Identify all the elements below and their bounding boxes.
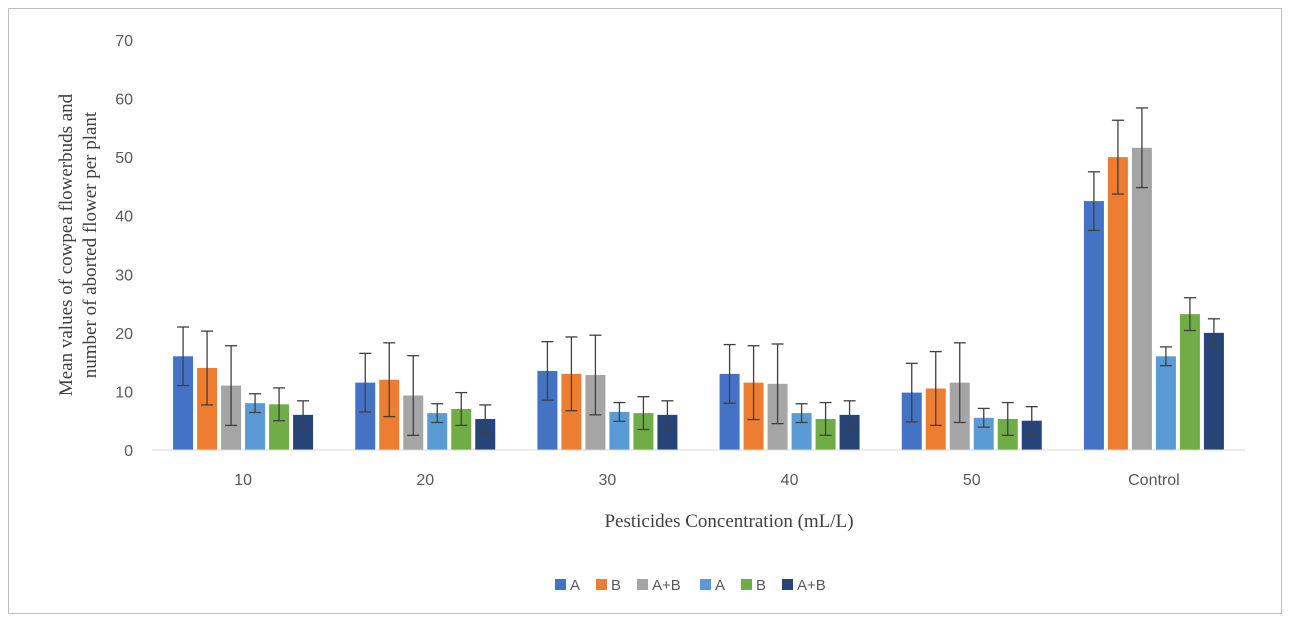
x-tick-label: 20 xyxy=(416,472,434,489)
error-bar xyxy=(383,342,396,418)
error-bar xyxy=(589,334,602,416)
error-bar xyxy=(1159,346,1172,367)
y-tick-label: 10 xyxy=(115,384,133,401)
bar xyxy=(839,414,860,450)
legend-swatch xyxy=(637,579,648,590)
error-bar xyxy=(1001,401,1014,437)
x-tick-label: 30 xyxy=(599,472,617,489)
bar xyxy=(1203,332,1224,450)
error-bar xyxy=(359,352,372,413)
error-bar xyxy=(819,401,832,437)
legend-swatch xyxy=(596,579,607,590)
y-axis-title-line-2: number of aborted flower per plant xyxy=(80,111,101,378)
bar xyxy=(537,370,558,450)
error-bar xyxy=(455,391,468,427)
bar xyxy=(657,414,678,450)
x-tick-label: Control xyxy=(1128,472,1180,489)
error-bar xyxy=(1183,297,1196,332)
bar xyxy=(561,373,582,450)
error-bar xyxy=(273,387,286,422)
error-bar xyxy=(1111,119,1124,195)
x-tick-label: 40 xyxy=(781,472,799,489)
legend-swatch xyxy=(741,579,752,590)
y-tick-label: 20 xyxy=(115,326,133,343)
x-axis-title: Pesticides Concentration (mL/L) xyxy=(604,511,853,532)
error-bar xyxy=(843,400,856,430)
bar xyxy=(1131,147,1152,450)
error-bar xyxy=(201,330,214,406)
error-bar xyxy=(977,407,990,428)
bar xyxy=(173,356,194,450)
error-bar xyxy=(795,403,808,424)
bar xyxy=(973,417,994,450)
error-bar xyxy=(747,345,760,421)
legend-label: A xyxy=(715,577,725,594)
y-axis-title-line-1: Mean values of cowpea flowerbuds and xyxy=(56,93,77,396)
error-bar xyxy=(637,396,650,431)
bar xyxy=(269,404,290,450)
error-bar xyxy=(431,403,444,424)
error-bar xyxy=(1025,406,1038,436)
error-bar xyxy=(661,400,674,430)
error-bar xyxy=(407,355,420,437)
bar xyxy=(245,403,266,450)
bar xyxy=(633,413,654,450)
error-bar xyxy=(905,362,918,423)
legend-label: B xyxy=(756,577,766,594)
error-bar xyxy=(1207,318,1220,348)
error-bar xyxy=(929,350,942,427)
bar xyxy=(355,382,376,450)
error-bar xyxy=(541,340,554,401)
chart-frame xyxy=(8,8,1282,614)
legend-label: A+B xyxy=(652,577,681,594)
bar xyxy=(293,414,314,450)
legend-item: B xyxy=(741,577,766,594)
error-bar xyxy=(249,393,262,414)
error-bar xyxy=(1087,171,1100,232)
legend-item: A xyxy=(555,577,580,594)
legend-label: A+B xyxy=(797,577,826,594)
legend-item: B xyxy=(596,577,621,594)
legend-label: A xyxy=(570,577,580,594)
bar xyxy=(451,409,472,450)
bar xyxy=(719,373,740,450)
error-bar xyxy=(613,401,626,422)
y-tick-label: 70 xyxy=(115,33,133,50)
legend-item: A+B xyxy=(637,577,681,594)
y-tick-label: 50 xyxy=(115,150,133,167)
bar xyxy=(1107,157,1128,450)
bar xyxy=(1155,356,1176,450)
legend: A B A+B A B A+B xyxy=(555,577,826,594)
y-tick-label: 60 xyxy=(115,92,133,109)
error-bar xyxy=(177,326,190,387)
legend-swatch xyxy=(700,579,711,590)
legend-label: B xyxy=(611,577,621,594)
legend-item: A+B xyxy=(782,577,826,594)
error-bar xyxy=(297,400,310,430)
error-bar xyxy=(225,345,238,427)
bar xyxy=(475,418,496,450)
y-axis-title: Mean values of cowpea flowerbuds and num… xyxy=(56,93,101,396)
x-tick-label: 50 xyxy=(963,472,981,489)
bar xyxy=(197,368,218,450)
legend-swatch xyxy=(782,579,793,590)
error-bar xyxy=(723,343,736,404)
bar xyxy=(1083,201,1104,450)
error-bar xyxy=(1135,107,1148,189)
x-axis-ticks: 10 20 30 40 50 Control xyxy=(234,472,1180,489)
error-bar xyxy=(953,342,966,424)
y-tick-label: 40 xyxy=(115,209,133,226)
bar xyxy=(1179,314,1200,450)
x-tick-label: 10 xyxy=(234,472,252,489)
y-tick-label: 0 xyxy=(124,443,133,460)
legend-swatch xyxy=(555,579,566,590)
y-tick-label: 30 xyxy=(115,267,133,284)
error-bar xyxy=(771,343,784,425)
error-bar xyxy=(479,404,492,434)
error-bar xyxy=(565,336,578,412)
bars xyxy=(173,107,1224,450)
legend-item: A xyxy=(700,577,725,594)
y-axis-ticks: 0 10 20 30 40 50 60 70 xyxy=(115,33,133,460)
